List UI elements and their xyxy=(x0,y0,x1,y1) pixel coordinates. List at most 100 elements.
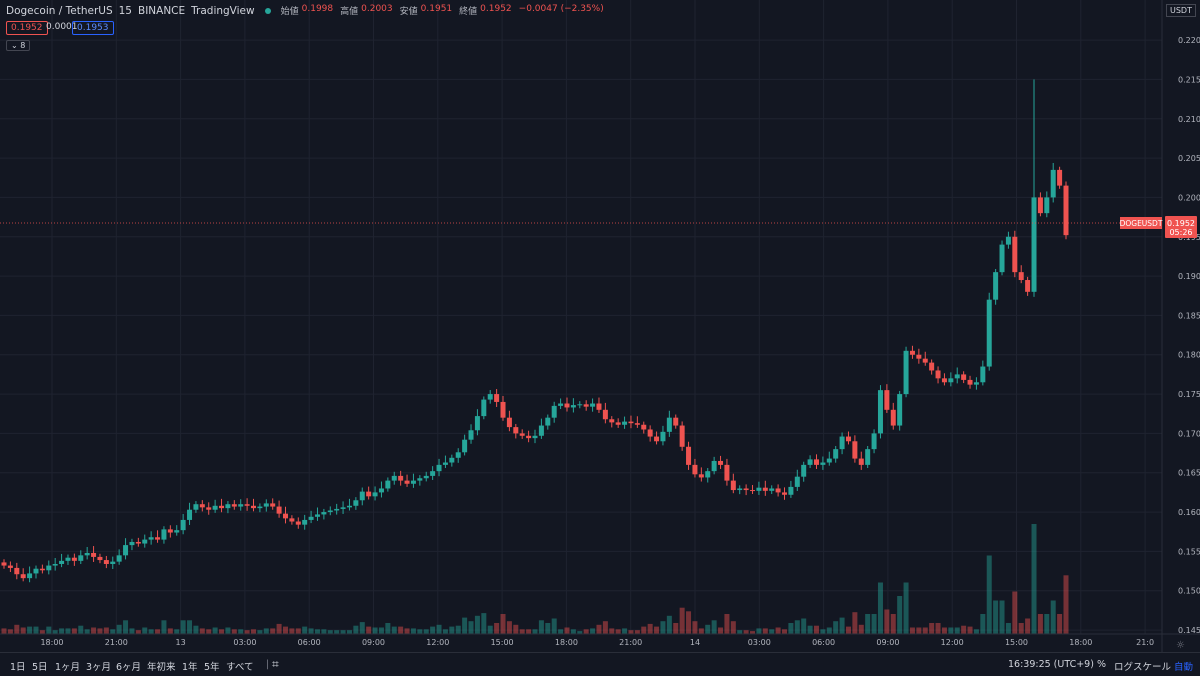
volume-bar xyxy=(1005,623,1011,634)
volume-bar xyxy=(513,624,519,634)
candle-body xyxy=(423,475,429,479)
candle-body xyxy=(366,491,372,497)
axis-currency[interactable]: USDT xyxy=(1166,4,1196,17)
candle-body xyxy=(826,458,832,463)
range-6m[interactable]: 6ヶ月 xyxy=(116,662,142,673)
volume-bar xyxy=(916,627,922,634)
time-tick-label: 18:00 xyxy=(555,638,578,647)
range-3m[interactable]: 3ヶ月 xyxy=(86,662,112,673)
clock-display[interactable]: 16:39:25 (UTC+9) xyxy=(1008,659,1094,670)
time-tick-label: 06:00 xyxy=(298,638,321,647)
percent-toggle[interactable]: % xyxy=(1097,659,1107,670)
volume-bar xyxy=(123,620,129,634)
volume-bar xyxy=(257,630,263,634)
candle-body xyxy=(865,449,871,465)
candle-body xyxy=(500,401,506,418)
range-1y[interactable]: 1年 xyxy=(182,662,198,673)
time-tick-label: 12:00 xyxy=(426,638,449,647)
candle-body xyxy=(1018,272,1024,281)
auto-scale-toggle[interactable]: 自動 xyxy=(1174,662,1194,673)
candle-body xyxy=(743,488,749,491)
candle-body xyxy=(877,390,883,434)
indicators-toggle[interactable]: ⌄ 8 xyxy=(6,40,31,51)
range-all[interactable]: すべて xyxy=(226,662,254,673)
candle-body xyxy=(903,350,909,395)
volume-bar xyxy=(769,629,775,634)
candle-body xyxy=(430,471,436,476)
candle-body xyxy=(110,561,116,564)
volume-bar xyxy=(538,620,544,634)
candle-body xyxy=(442,462,448,465)
volume-bar xyxy=(148,629,154,634)
range-ytd[interactable]: 年初来 xyxy=(147,662,176,673)
candle-body xyxy=(973,382,979,385)
volume-bar xyxy=(129,628,135,634)
volume-bar xyxy=(647,623,653,634)
candle-body xyxy=(1037,197,1043,214)
volume-bar xyxy=(206,629,212,634)
range-5d[interactable]: 5日 xyxy=(32,662,48,673)
grid-lines xyxy=(0,0,1162,634)
calendar-range-icon[interactable]: ⌗ xyxy=(272,657,279,671)
volume-bar xyxy=(980,614,986,634)
candle-body xyxy=(750,490,756,492)
candle-body xyxy=(52,563,58,566)
candle-body xyxy=(941,378,947,383)
range-1d[interactable]: 1日 xyxy=(10,662,26,673)
volume-bar xyxy=(449,626,455,634)
volume-bar xyxy=(423,629,429,634)
symbol-name[interactable]: Dogecoin / TetherUS xyxy=(6,4,113,17)
candles[interactable] xyxy=(1,79,1069,583)
candle-body xyxy=(334,508,340,511)
log-scale-toggle[interactable]: ログスケール xyxy=(1114,662,1172,673)
buy-button[interactable]: 0.1953 xyxy=(72,21,114,35)
time-tick-label: 03:00 xyxy=(233,638,256,647)
candle-body xyxy=(993,272,999,300)
volume-bar xyxy=(225,627,231,634)
volume-bar xyxy=(961,625,967,634)
price-tick-label: 0.1450 xyxy=(1178,626,1200,635)
candle-body xyxy=(1005,236,1011,245)
volume-bar xyxy=(935,623,941,634)
candle-body xyxy=(39,568,45,571)
candle-body xyxy=(199,504,205,508)
price-axis[interactable]: 0.22000.21500.21000.20500.20000.19500.19… xyxy=(1161,0,1200,652)
volume-bar xyxy=(314,629,320,634)
volume-bar xyxy=(590,628,596,634)
volume-bar xyxy=(97,628,103,634)
volume-bar xyxy=(39,630,45,634)
volume-bar xyxy=(155,629,161,634)
candle-body xyxy=(468,430,474,440)
volume-bar xyxy=(711,620,717,634)
candle-body xyxy=(558,403,564,406)
volume-bar xyxy=(366,626,372,634)
low-value: 0.1951 xyxy=(420,4,453,14)
candle-body xyxy=(794,476,800,487)
price-chart[interactable]: 0.22000.21500.21000.20500.20000.19500.19… xyxy=(0,0,1200,652)
gear-icon[interactable]: ☼ xyxy=(1176,640,1185,651)
volume-bar xyxy=(788,623,794,634)
volume-bar xyxy=(858,624,864,634)
range-5y[interactable]: 5年 xyxy=(204,662,220,673)
candle-body xyxy=(692,464,698,475)
time-axis[interactable]: 18:00 21:00 13 03:00 06:00 09:00 12:00 15:00 18:… xyxy=(0,633,1200,647)
interval[interactable]: 15 xyxy=(118,4,132,17)
time-tick-label: 12:00 xyxy=(941,638,964,647)
candle-body xyxy=(84,552,90,556)
time-tick-label: 09:00 xyxy=(876,638,899,647)
indicator-count: 8 xyxy=(20,41,26,50)
volume-bar xyxy=(1063,575,1069,634)
candle-body xyxy=(762,487,768,491)
volume-bar xyxy=(346,630,352,634)
range-1m[interactable]: 1ヶ月 xyxy=(55,662,81,673)
volume-bar xyxy=(596,624,602,634)
volume-bar xyxy=(65,628,71,634)
sell-button[interactable]: 0.1952 xyxy=(6,21,48,35)
candle-body xyxy=(225,504,231,509)
volume-bar xyxy=(871,614,877,634)
candle-body xyxy=(532,435,538,439)
candle-body xyxy=(871,433,877,450)
